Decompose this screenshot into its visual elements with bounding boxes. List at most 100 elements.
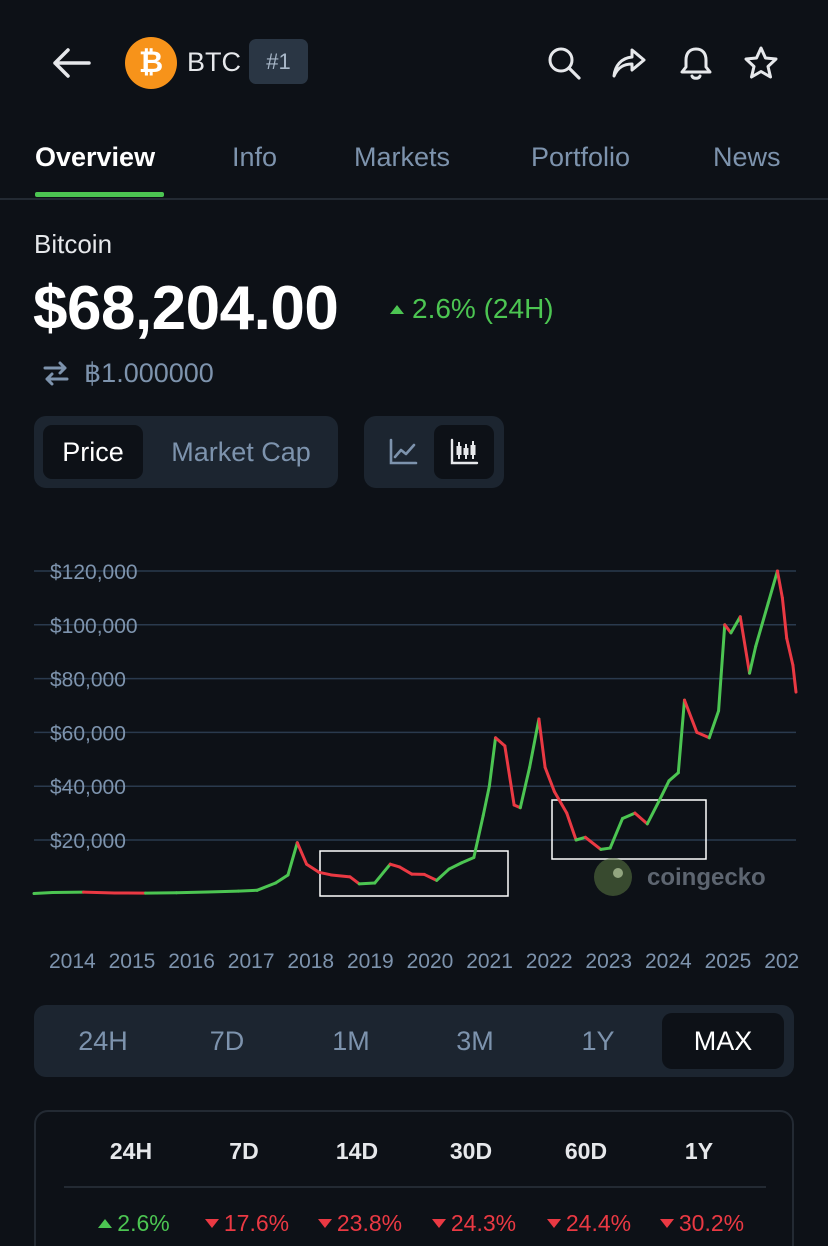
rank-badge: #1 — [249, 39, 308, 84]
price-toggle[interactable]: Price — [43, 425, 143, 479]
price-segment — [748, 644, 758, 675]
coingecko-watermark: coingecko — [594, 858, 766, 896]
price-segment — [528, 717, 541, 769]
price-segment — [503, 744, 516, 807]
perf-value-30d: 24.3% — [414, 1210, 534, 1237]
x-tick-label: 2016 — [168, 950, 215, 973]
tab-bar: Overview Info Markets Portfolio News — [0, 124, 828, 200]
price-segment — [82, 890, 117, 895]
star-icon — [744, 46, 778, 79]
y-tick-label: $20,000 — [50, 830, 126, 853]
x-tick-label: 2022 — [526, 950, 573, 973]
price-segment — [682, 698, 699, 734]
x-tick-label: 2020 — [407, 950, 454, 973]
tab-markets[interactable]: Markets — [354, 142, 451, 172]
price-segment — [695, 730, 711, 740]
price-segment — [481, 784, 491, 818]
price-segment — [583, 835, 603, 851]
swap-arrows-icon — [43, 361, 69, 386]
line-chart-toggle[interactable] — [373, 425, 433, 479]
price-segment — [717, 623, 727, 713]
price-segment — [422, 872, 439, 882]
caret-down-icon — [204, 1219, 219, 1228]
x-tick-label: 2025 — [705, 950, 752, 973]
perf-value-14d: 23.8% — [300, 1210, 420, 1237]
price-segment — [780, 596, 789, 640]
price-segment — [645, 798, 662, 826]
coingecko-logo-icon — [594, 858, 632, 896]
price-change-value: 2.6% (24H) — [412, 293, 554, 324]
price-segment — [447, 861, 463, 871]
price-segment — [274, 873, 290, 885]
time-range-selector: 24H 7D 1M 3M 1Y MAX — [34, 1005, 794, 1077]
price-segment — [472, 814, 485, 859]
price-segment — [357, 881, 377, 886]
back-button[interactable] — [46, 40, 96, 86]
tab-portfolio[interactable]: Portfolio — [531, 142, 631, 172]
performance-table: 24H 7D 14D 30D 60D 1Y 2.6% 17.6% 23.8% 2… — [34, 1110, 794, 1246]
price-segment — [621, 811, 637, 820]
x-tick-label: 2017 — [228, 950, 275, 973]
price-segment — [608, 816, 625, 850]
active-tab-indicator — [35, 192, 164, 197]
price-segment — [676, 698, 686, 775]
price-segment — [658, 779, 671, 802]
back-arrow-icon — [53, 48, 91, 78]
price-segment — [738, 615, 752, 675]
perf-header-24h: 24H — [109, 1138, 153, 1164]
alert-button[interactable] — [673, 40, 719, 86]
candlestick-icon — [450, 438, 479, 465]
bitcoin-logo: ₿ — [125, 37, 177, 89]
range-24h[interactable]: 24H — [78, 1025, 128, 1056]
tab-info[interactable]: Info — [232, 142, 278, 172]
current-price: $68,204.00 — [33, 274, 339, 343]
price-segment — [398, 865, 414, 876]
price-segment — [494, 736, 507, 748]
share-icon — [612, 48, 646, 78]
range-max[interactable]: MAX — [662, 1013, 784, 1069]
highlight-box-2022-2024 — [551, 799, 707, 860]
chart-metric-toggle: Price Market Cap — [34, 416, 338, 488]
share-button[interactable] — [606, 40, 652, 86]
price-segment — [317, 870, 333, 877]
x-tick-label: 2015 — [109, 950, 156, 973]
x-tick-label: 2023 — [585, 950, 632, 973]
price-segment — [236, 888, 259, 893]
perf-header-60d: 60D — [564, 1138, 608, 1164]
price-segment — [373, 862, 392, 885]
x-tick-label: 2024 — [645, 950, 692, 973]
price-segment — [255, 881, 278, 892]
price-segment — [766, 569, 779, 605]
btc-conversion[interactable]: ฿1.000000 — [42, 355, 214, 391]
header: ₿ BTC #1 — [0, 0, 828, 124]
y-tick-label: $80,000 — [50, 669, 126, 692]
perf-value-1y: 30.2% — [642, 1210, 762, 1237]
caret-down-icon — [317, 1219, 332, 1228]
range-3m[interactable]: 3M — [456, 1025, 494, 1056]
price-segment — [205, 889, 240, 894]
x-tick-label: 2019 — [347, 950, 394, 973]
range-7d[interactable]: 7D — [209, 1025, 245, 1056]
price-segment — [785, 636, 795, 667]
caret-down-icon — [659, 1219, 674, 1228]
price-segment — [667, 771, 680, 783]
price-segment — [487, 736, 498, 788]
coin-symbol: BTC — [187, 47, 241, 77]
search-button[interactable] — [541, 40, 587, 86]
range-1y[interactable]: 1Y — [581, 1025, 615, 1056]
tab-overview[interactable]: Overview — [35, 142, 156, 172]
range-1m[interactable]: 1M — [332, 1025, 370, 1056]
search-icon — [548, 47, 581, 80]
y-tick-label: $100,000 — [50, 615, 138, 638]
x-tick-label: 2014 — [49, 950, 96, 973]
price-segment — [552, 790, 569, 815]
favorite-button[interactable] — [738, 40, 784, 86]
tab-news[interactable]: News — [713, 142, 781, 172]
price-chart[interactable]: $120,000 $100,000 $80,000 $60,000 $40,000 $20… — [0, 540, 828, 980]
market-cap-toggle[interactable]: Market Cap — [171, 436, 311, 467]
x-tick-label: 2018 — [287, 950, 334, 973]
y-tick-label: $40,000 — [50, 776, 126, 799]
coin-name: Bitcoin — [34, 229, 113, 259]
price-segment — [707, 709, 721, 740]
candlestick-chart-toggle[interactable] — [434, 425, 494, 479]
